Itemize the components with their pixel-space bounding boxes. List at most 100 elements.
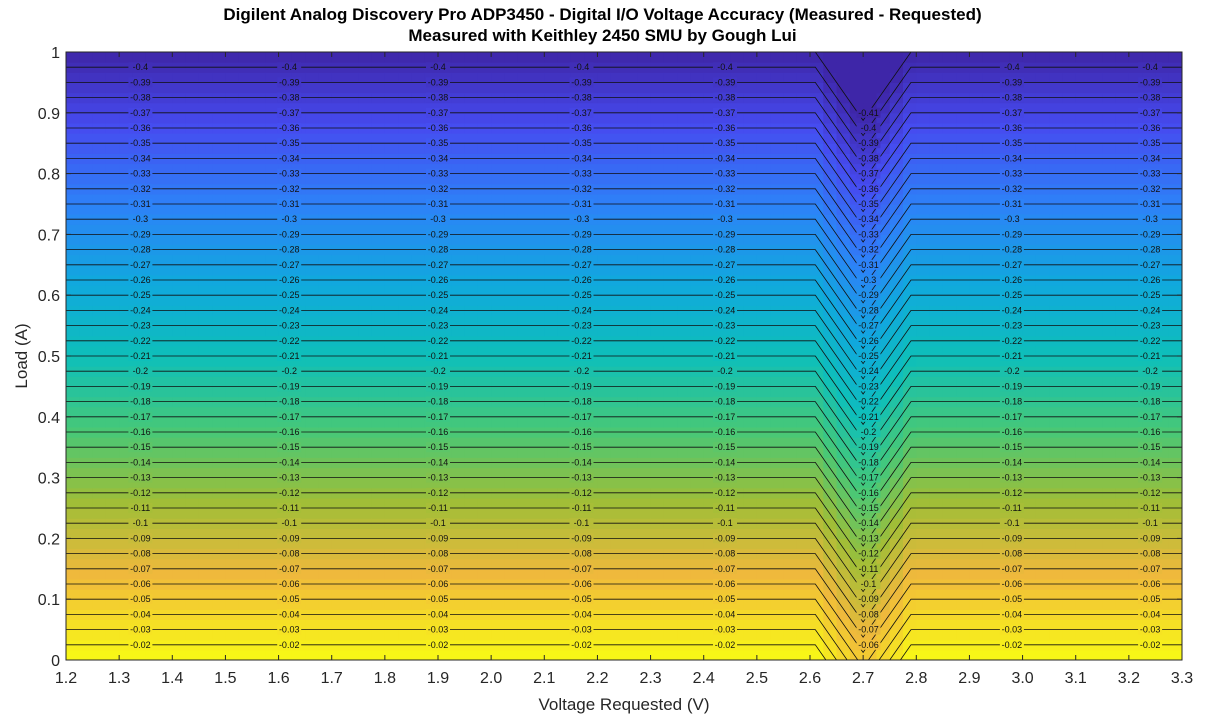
fill-cell bbox=[318, 133, 332, 144]
fill-cell bbox=[744, 467, 758, 478]
fill-cell bbox=[770, 417, 784, 428]
fill-cell bbox=[930, 174, 944, 185]
fill-cell bbox=[478, 417, 492, 428]
fill-cell bbox=[624, 619, 638, 630]
fill-cell bbox=[837, 275, 851, 286]
fill-cell bbox=[983, 113, 997, 124]
fill-cell bbox=[1062, 52, 1076, 63]
fill-cell bbox=[624, 52, 638, 63]
fill-cell bbox=[398, 599, 412, 610]
fill-cell bbox=[79, 619, 93, 630]
fill-cell bbox=[491, 498, 505, 509]
fill-cell bbox=[1076, 478, 1090, 489]
fill-cell bbox=[597, 589, 611, 600]
fill-cell bbox=[677, 285, 691, 296]
fill-cell bbox=[358, 295, 372, 306]
fill-cell bbox=[624, 528, 638, 539]
fill-cell bbox=[664, 113, 678, 124]
fill-cell bbox=[372, 194, 386, 205]
fill-cell bbox=[491, 619, 505, 630]
fill-cell bbox=[664, 194, 678, 205]
fill-cell bbox=[969, 356, 983, 367]
fill-cell bbox=[597, 508, 611, 519]
fill-cell bbox=[1023, 265, 1037, 276]
fill-cell bbox=[597, 72, 611, 83]
fill-cell bbox=[305, 528, 319, 539]
fill-cell bbox=[252, 356, 266, 367]
fill-cell bbox=[345, 52, 359, 63]
fill-cell bbox=[783, 346, 797, 357]
fill-cell bbox=[744, 72, 758, 83]
fill-cell bbox=[252, 103, 266, 114]
fill-cell bbox=[783, 265, 797, 276]
fill-cell bbox=[518, 204, 532, 215]
fill-cell bbox=[1116, 437, 1130, 448]
fill-cell bbox=[597, 417, 611, 428]
fill-cell bbox=[451, 255, 465, 266]
fill-cell bbox=[372, 295, 386, 306]
fill-cell bbox=[265, 72, 279, 83]
fill-cell bbox=[1076, 569, 1090, 580]
fill-cell bbox=[983, 407, 997, 418]
fill-cell bbox=[358, 346, 372, 357]
fill-cell bbox=[1169, 569, 1183, 580]
fill-cell bbox=[1023, 82, 1037, 93]
fill-cell bbox=[358, 528, 372, 539]
fill-cell bbox=[651, 103, 665, 114]
fill-cell bbox=[850, 82, 864, 93]
fill-cell bbox=[983, 508, 997, 519]
fill-cell bbox=[478, 143, 492, 154]
fill-cell bbox=[597, 619, 611, 630]
fill-cell bbox=[465, 234, 479, 245]
fill-cell bbox=[690, 569, 704, 580]
fill-cell bbox=[597, 143, 611, 154]
fill-cell bbox=[1049, 650, 1063, 661]
fill-cell bbox=[943, 386, 957, 397]
fill-cell bbox=[1049, 163, 1063, 174]
fill-cell bbox=[664, 589, 678, 600]
fill-cell bbox=[465, 295, 479, 306]
fill-cell bbox=[332, 508, 346, 519]
fill-cell bbox=[478, 467, 492, 478]
fill-cell bbox=[345, 285, 359, 296]
fill-cell bbox=[345, 569, 359, 580]
fill-cell bbox=[451, 315, 465, 326]
fill-cell bbox=[398, 437, 412, 448]
fill-cell bbox=[239, 559, 253, 570]
fill-cell bbox=[597, 630, 611, 641]
fill-cell bbox=[411, 386, 425, 397]
fill-cell bbox=[332, 143, 346, 154]
fill-cell bbox=[637, 163, 651, 174]
fill-cell bbox=[783, 356, 797, 367]
fill-cell bbox=[597, 407, 611, 418]
fill-cell bbox=[332, 255, 346, 266]
fill-cell bbox=[225, 255, 239, 266]
fill-cell bbox=[531, 478, 545, 489]
fill-cell bbox=[252, 255, 266, 266]
fill-cell bbox=[212, 376, 226, 387]
fill-cell bbox=[93, 143, 107, 154]
fill-cell bbox=[744, 295, 758, 306]
fill-cell bbox=[823, 326, 837, 337]
fill-cell bbox=[690, 113, 704, 124]
fill-cell bbox=[1062, 204, 1076, 215]
fill-cell bbox=[106, 417, 120, 428]
fill-cell bbox=[1089, 569, 1103, 580]
fill-cell bbox=[478, 265, 492, 276]
fill-cell bbox=[1116, 265, 1130, 276]
fill-cell bbox=[79, 82, 93, 93]
fill-cell bbox=[770, 326, 784, 337]
fill-cell bbox=[624, 204, 638, 215]
fill-cell bbox=[318, 72, 332, 83]
fill-cell bbox=[943, 315, 957, 326]
fill-cell bbox=[465, 498, 479, 509]
fill-cell bbox=[225, 630, 239, 641]
fill-cell bbox=[318, 356, 332, 367]
fill-cell bbox=[345, 478, 359, 489]
fill-cell bbox=[956, 437, 970, 448]
fill-cell bbox=[265, 255, 279, 266]
fill-cell bbox=[79, 346, 93, 357]
fill-cell bbox=[823, 184, 837, 195]
fill-cell bbox=[611, 407, 625, 418]
fill-cell bbox=[1076, 650, 1090, 661]
